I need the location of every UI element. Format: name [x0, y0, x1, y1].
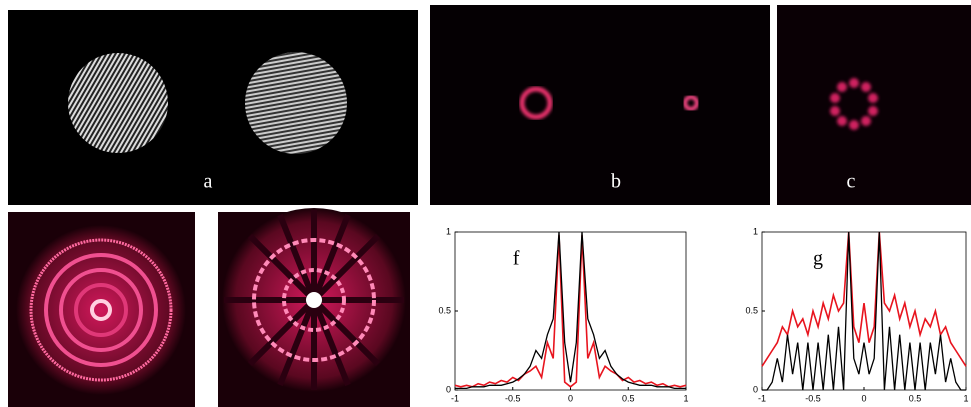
x-tick-label: 0	[568, 393, 573, 403]
y-tick-label: 1	[446, 226, 451, 236]
x-tick-label: 1	[963, 393, 968, 403]
x-tick-label: 1	[683, 393, 688, 403]
hologram	[245, 52, 347, 154]
y-tick-label: 0.5	[745, 305, 758, 315]
pattern	[306, 292, 322, 308]
y-tick-label: 1	[753, 226, 758, 236]
y-tick-label: 0	[446, 384, 451, 394]
figure-canvas: a b c -1 -0.5 0 0.5 1 0 0.5 1 f -1 -0.5 0 0.5 1 0 0.5 1 g	[0, 0, 971, 407]
hologram	[68, 53, 168, 153]
panel-label: g	[813, 248, 823, 270]
y-tick-label: 0.5	[438, 305, 451, 315]
x-tick-label: 0.5	[622, 393, 635, 403]
panel-label: a	[204, 171, 213, 193]
panel-c	[777, 5, 971, 205]
x-tick-label: -0.5	[505, 393, 521, 403]
figure: a b c -1 -0.5 0 0.5 1 0 0.5 1 f -1 -0.5 0 0.5 1 0 0.5 1 g	[0, 0, 971, 407]
y-tick-label: 0	[753, 384, 758, 394]
x-tick-label: -1	[451, 393, 459, 403]
plot-area	[455, 232, 686, 390]
panel-label: c	[847, 171, 856, 193]
pattern	[16, 225, 186, 395]
panel-label: b	[611, 171, 621, 193]
panel-label: f	[513, 248, 520, 270]
x-tick-label: -1	[758, 393, 766, 403]
x-tick-label: -0.5	[805, 393, 821, 403]
x-tick-label: 0	[861, 393, 866, 403]
panel-b	[430, 5, 770, 205]
x-tick-label: 0.5	[909, 393, 922, 403]
